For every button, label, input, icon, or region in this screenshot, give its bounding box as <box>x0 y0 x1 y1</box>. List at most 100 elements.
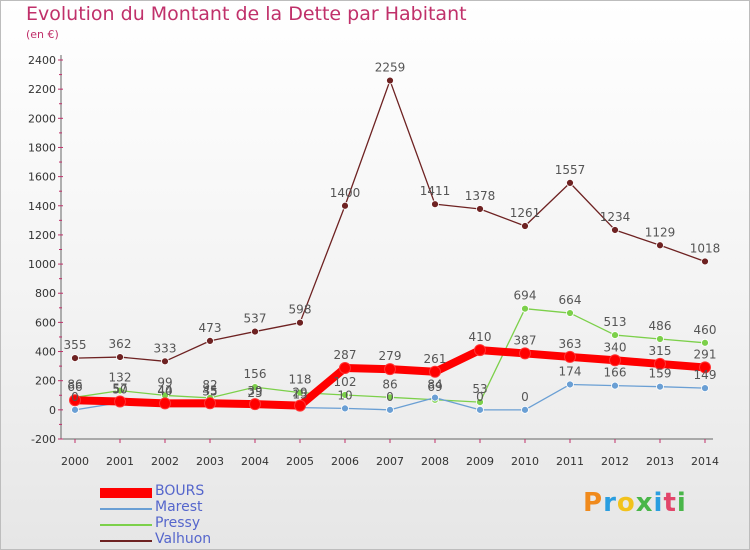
data-point-bours <box>609 354 621 367</box>
data-point-marest <box>611 381 619 390</box>
data-label-marest: 0 <box>476 390 484 404</box>
data-label-valhuon: 598 <box>289 303 312 317</box>
data-point-valhuon <box>656 241 664 250</box>
data-label-pressy: 513 <box>604 315 627 329</box>
y-tick-label: 800 <box>35 287 56 300</box>
data-point-valhuon <box>476 205 484 213</box>
data-point-pressy <box>341 391 349 399</box>
data-point-marest <box>476 405 484 414</box>
data-point-valhuon <box>431 200 439 209</box>
data-label-pressy: 664 <box>559 293 582 307</box>
data-label-valhuon: 1018 <box>690 241 721 255</box>
data-label-pressy: 86 <box>67 377 82 391</box>
y-tick-label: 0 <box>49 404 56 417</box>
data-point-marest <box>656 382 664 391</box>
x-tick-label: 2014 <box>691 455 719 468</box>
y-tick-label: 1800 <box>28 141 56 154</box>
data-label-bours: 315 <box>649 344 672 358</box>
data-label-bours: 57 <box>112 382 127 396</box>
x-tick-label: 2006 <box>331 455 359 468</box>
data-point-valhuon <box>296 318 304 327</box>
data-point-bours <box>429 365 441 378</box>
data-point-valhuon <box>251 327 259 336</box>
data-label-valhuon: 537 <box>244 312 267 326</box>
legend-label: Marest <box>155 499 203 515</box>
y-tick-label: 2400 <box>28 54 56 67</box>
data-point-valhuon <box>566 178 574 187</box>
data-point-bours <box>654 357 666 370</box>
data-label-pressy: 53 <box>472 382 487 396</box>
y-tick-label: 400 <box>35 346 56 359</box>
data-label-valhuon: 1400 <box>330 186 361 200</box>
data-label-pressy: 460 <box>694 323 717 337</box>
data-label-valhuon: 1557 <box>555 163 586 177</box>
chart-title: Evolution du Montant de la Dette par Hab… <box>26 3 467 25</box>
data-point-pressy <box>521 304 529 313</box>
data-label-valhuon: 1234 <box>600 210 631 224</box>
y-tick-label: 200 <box>35 375 56 388</box>
x-tick-label: 2008 <box>421 455 449 468</box>
data-label-marest: 84 <box>427 378 442 392</box>
data-point-pressy <box>386 393 394 402</box>
x-tick-label: 2012 <box>601 455 629 468</box>
x-tick-label: 2010 <box>511 455 539 468</box>
data-label-valhuon: 1411 <box>420 184 451 198</box>
legend-swatch <box>100 540 152 542</box>
data-point-bours <box>114 395 126 408</box>
data-label-marest: 40 <box>157 384 172 398</box>
data-label-marest: 166 <box>604 366 627 380</box>
data-point-pressy <box>611 331 619 339</box>
data-label-pressy: 486 <box>649 319 672 333</box>
data-point-pressy <box>116 386 124 395</box>
data-label-bours: 279 <box>379 349 402 363</box>
x-tick-label: 2013 <box>646 455 674 468</box>
y-tick-label: 2200 <box>28 83 56 96</box>
data-label-pressy: 86 <box>382 377 397 391</box>
data-label-marest: 25 <box>247 386 262 400</box>
data-label-marest: 0 <box>521 390 529 404</box>
data-label-valhuon: 1378 <box>465 189 496 203</box>
legend-label: Pressy <box>155 515 201 531</box>
x-tick-label: 2001 <box>106 455 134 468</box>
y-tick-label: 1000 <box>28 258 56 271</box>
data-label-bours: 44 <box>157 383 172 397</box>
data-label-pressy: 99 <box>157 375 172 389</box>
data-point-pressy <box>296 388 304 397</box>
x-tick-label: 2002 <box>151 455 179 468</box>
data-point-marest <box>431 393 439 402</box>
data-point-bours <box>699 361 711 374</box>
data-point-bours <box>564 350 576 363</box>
x-tick-label: 2003 <box>196 455 224 468</box>
y-tick-label: 1400 <box>28 200 56 213</box>
data-label-bours: 39 <box>247 384 262 398</box>
y-tick-label: 600 <box>35 316 56 329</box>
x-tick-label: 2005 <box>286 455 314 468</box>
data-point-pressy <box>566 309 574 317</box>
data-label-bours: 410 <box>469 330 492 344</box>
data-label-pressy: 118 <box>289 373 312 387</box>
data-point-pressy <box>476 398 484 407</box>
data-label-pressy: 132 <box>109 371 132 385</box>
data-label-valhuon: 1129 <box>645 225 676 239</box>
y-tick-label: 2000 <box>28 112 56 125</box>
data-label-valhuon: 333 <box>154 341 177 355</box>
x-tick-label: 2011 <box>556 455 584 468</box>
data-label-marest: 174 <box>559 364 582 378</box>
data-point-pressy <box>251 383 259 392</box>
data-point-valhuon <box>521 222 529 230</box>
legend-swatch <box>100 508 152 510</box>
data-label-marest: 0 <box>386 390 394 404</box>
data-label-marest: 35 <box>202 385 217 399</box>
data-point-marest <box>71 405 79 414</box>
data-label-marest: 15 <box>292 388 307 402</box>
data-label-valhuon: 362 <box>109 337 132 351</box>
data-label-bours: 287 <box>334 348 357 362</box>
data-point-marest <box>701 384 709 393</box>
x-tick-label: 2009 <box>466 455 494 468</box>
data-label-bours: 340 <box>604 340 627 354</box>
data-point-bours <box>384 363 396 376</box>
data-label-valhuon: 355 <box>64 338 87 352</box>
data-point-valhuon <box>71 354 79 362</box>
data-point-bours <box>159 397 171 410</box>
